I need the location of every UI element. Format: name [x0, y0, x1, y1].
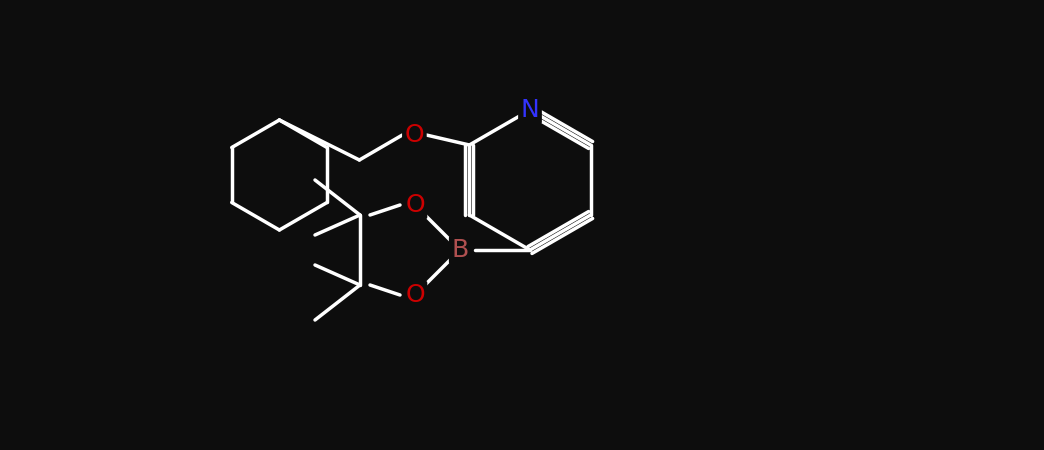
Text: O: O — [405, 283, 425, 307]
Text: N: N — [521, 98, 540, 122]
Text: B: B — [451, 238, 469, 262]
Text: O: O — [405, 193, 425, 217]
Text: O: O — [405, 123, 424, 147]
